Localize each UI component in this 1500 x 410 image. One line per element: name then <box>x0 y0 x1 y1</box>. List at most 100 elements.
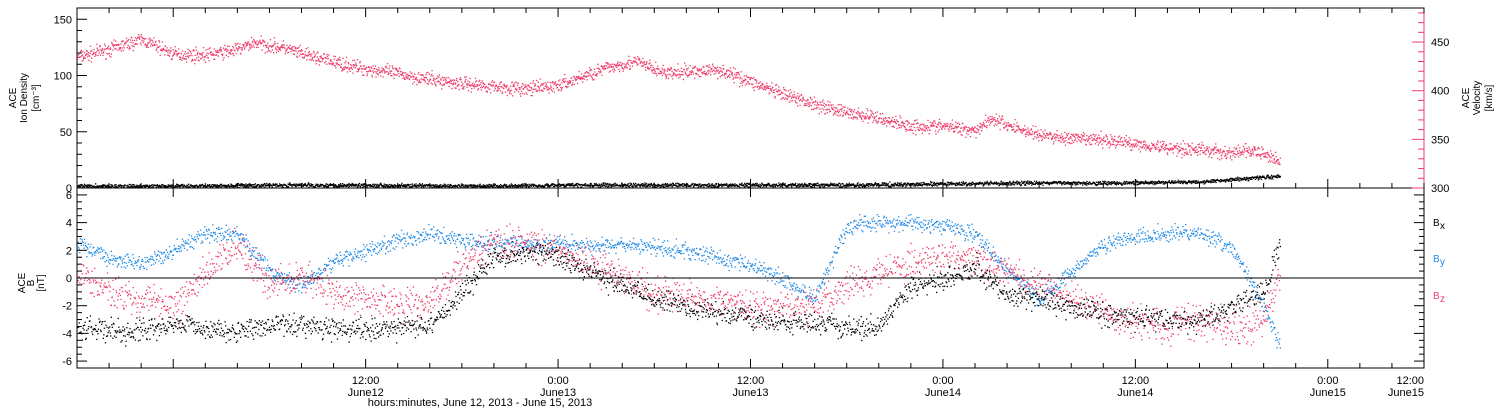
density-point <box>890 186 892 188</box>
velocity-point <box>1095 134 1097 136</box>
velocity-point <box>1046 133 1049 135</box>
velocity-point <box>783 88 785 91</box>
velocity-point <box>853 116 855 118</box>
density-point <box>387 186 389 188</box>
density-point <box>293 184 295 186</box>
velocity-point <box>408 78 411 81</box>
density-point <box>346 185 348 187</box>
velocity-point <box>849 110 852 113</box>
density-point <box>885 184 887 186</box>
velocity-point <box>405 76 407 78</box>
density-point <box>720 183 723 185</box>
velocity-point <box>955 121 957 123</box>
velocity-point <box>820 111 822 113</box>
velocity-point <box>148 41 151 43</box>
velocity-point <box>985 121 988 123</box>
velocity-point <box>737 76 739 79</box>
density-point <box>839 186 841 188</box>
velocity-point <box>422 75 424 77</box>
velocity-point <box>1159 150 1161 152</box>
density-point <box>600 184 602 186</box>
velocity-point <box>105 48 108 50</box>
velocity-point <box>163 49 165 51</box>
velocity-point <box>987 119 989 122</box>
velocity-point <box>448 85 450 88</box>
velocity-point <box>463 88 465 90</box>
velocity-point <box>271 45 273 47</box>
velocity-point <box>1074 138 1077 141</box>
velocity-point <box>338 64 341 66</box>
velocity-point <box>870 109 872 112</box>
velocity-point <box>1199 146 1201 148</box>
velocity-point <box>1252 148 1254 150</box>
density-point <box>384 186 386 189</box>
velocity-point <box>974 126 976 128</box>
density-point <box>272 184 274 186</box>
velocity-point <box>194 59 197 61</box>
velocity-point <box>936 123 939 125</box>
velocity-point <box>129 47 131 49</box>
velocity-point <box>467 82 469 85</box>
density-point <box>579 184 581 186</box>
density-point <box>338 185 340 187</box>
density-point <box>695 184 697 187</box>
density-point <box>403 184 405 186</box>
density-point <box>136 186 138 188</box>
velocity-point <box>1253 146 1255 148</box>
velocity-point <box>794 100 796 102</box>
velocity-point <box>1249 152 1251 155</box>
velocity-point <box>323 53 325 55</box>
density-point <box>148 185 150 187</box>
density-point <box>601 184 603 186</box>
velocity-point <box>1093 137 1095 140</box>
density-point <box>352 185 354 187</box>
velocity-point <box>219 49 221 51</box>
velocity-point <box>817 103 819 105</box>
velocity-point <box>146 44 148 46</box>
velocity-point <box>1266 153 1269 155</box>
velocity-point <box>708 69 710 72</box>
density-point <box>340 183 342 185</box>
velocity-point <box>838 115 840 117</box>
velocity-point <box>300 50 302 53</box>
velocity-point <box>210 51 213 53</box>
velocity-point <box>1106 144 1108 146</box>
density-point <box>168 185 171 187</box>
density-point <box>651 184 654 187</box>
density-point <box>672 185 674 187</box>
velocity-point <box>948 128 950 130</box>
density-point <box>824 183 826 185</box>
density-point <box>849 184 851 187</box>
velocity-point <box>671 70 673 73</box>
velocity-point <box>698 75 701 78</box>
density-point <box>518 184 520 186</box>
density-point <box>88 185 90 187</box>
velocity-point <box>360 68 363 70</box>
velocity-point <box>644 66 646 69</box>
density-point <box>187 186 189 189</box>
velocity-point <box>1030 128 1032 130</box>
velocity-point <box>770 89 772 91</box>
velocity-point <box>1155 148 1157 150</box>
velocity-point <box>928 127 930 129</box>
velocity-point <box>780 93 782 95</box>
density-point <box>123 186 125 188</box>
velocity-point <box>1145 145 1147 147</box>
density-point <box>295 185 297 188</box>
velocity-point <box>951 127 953 129</box>
velocity-point <box>595 74 597 76</box>
velocity-point <box>527 89 529 91</box>
velocity-point <box>218 51 220 54</box>
velocity-point <box>1128 140 1130 142</box>
density-point <box>308 186 310 189</box>
velocity-point <box>1005 124 1008 126</box>
density-point <box>730 184 732 186</box>
velocity-point <box>616 64 618 67</box>
velocity-point <box>110 53 112 55</box>
density-point <box>612 184 614 186</box>
velocity-point <box>894 119 896 121</box>
density-point <box>712 186 714 188</box>
density-point <box>489 184 491 186</box>
density-point <box>302 185 304 187</box>
velocity-point <box>329 60 331 62</box>
